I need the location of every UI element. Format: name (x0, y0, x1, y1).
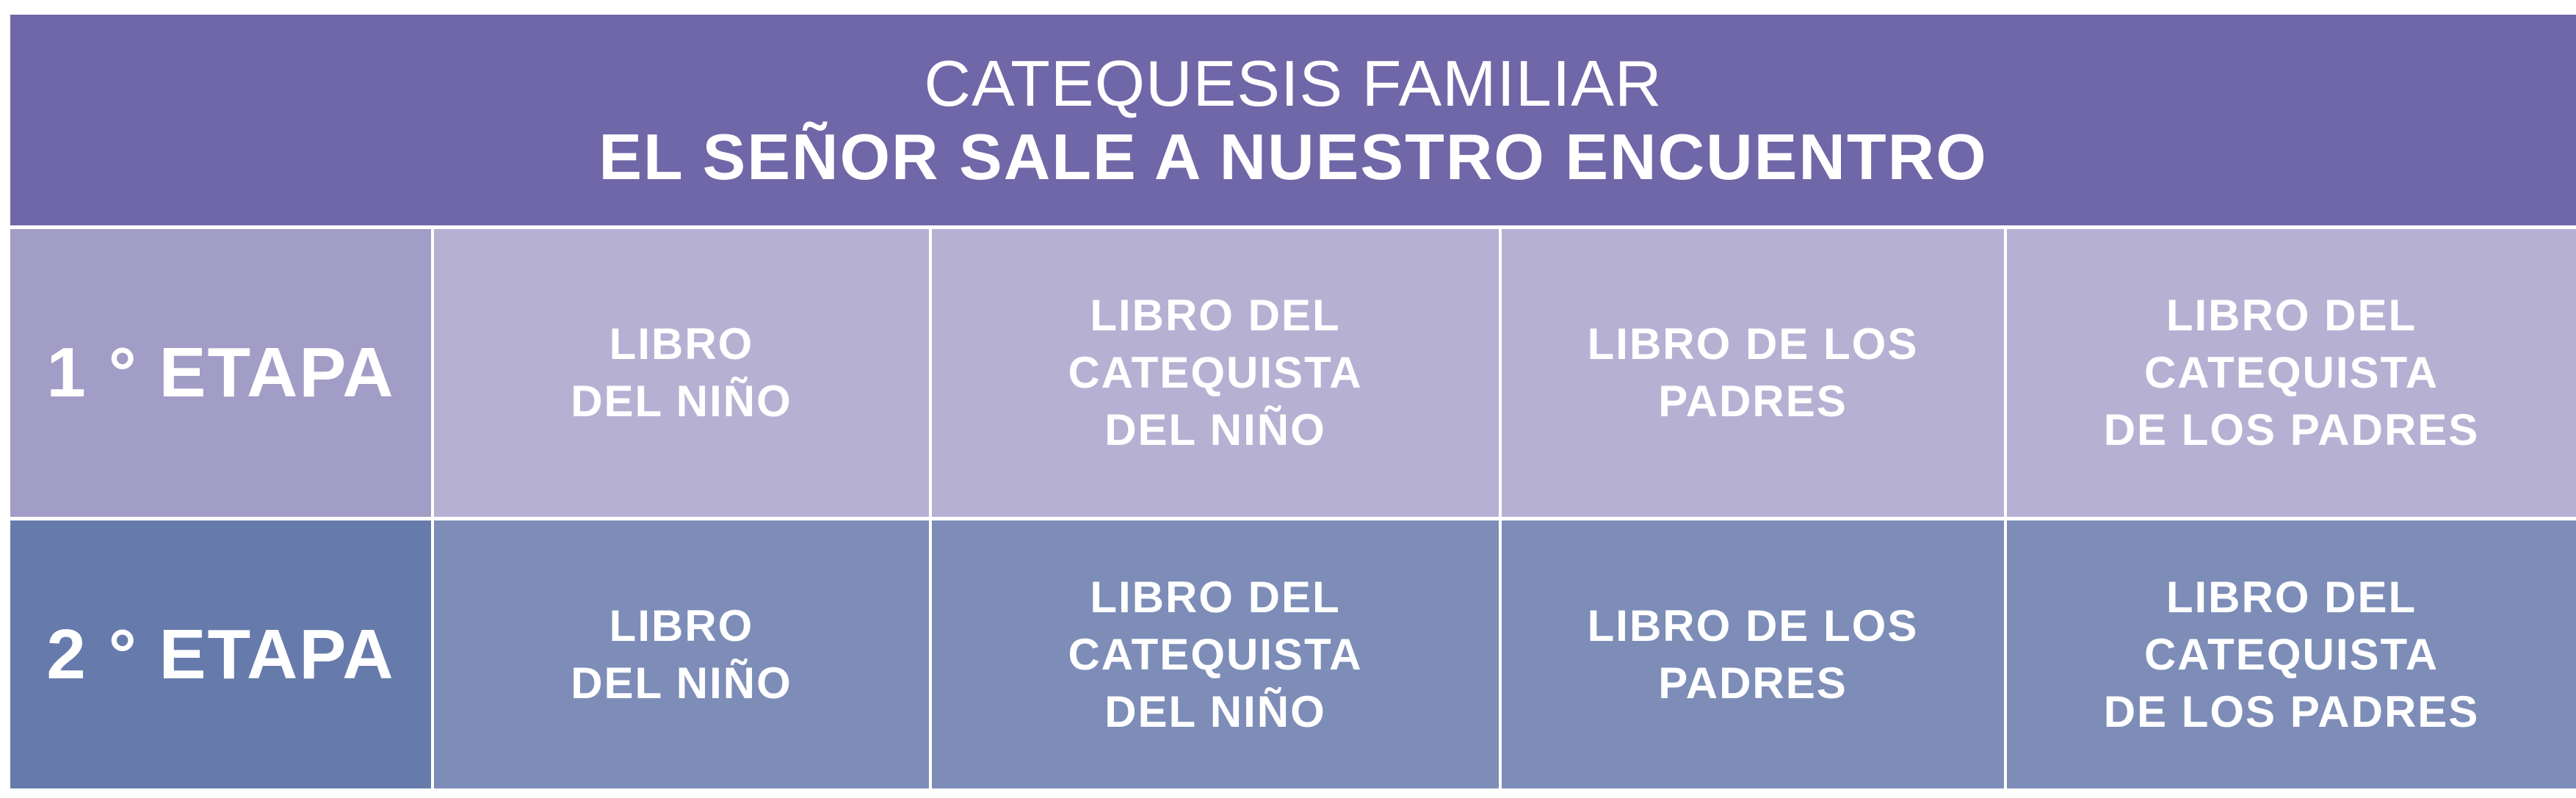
book-title-line: LIBRO DEL (1090, 291, 1341, 340)
book-cell: LIBRO DE LOS PADRES (1502, 229, 2004, 517)
book-title-line: DEL NIÑO (1104, 405, 1326, 454)
book-title-line: LIBRO (609, 319, 754, 369)
header-subtitle: CATEQUESIS FAMILIAR (924, 46, 1663, 120)
book-title-line: DE LOS PADRES (2103, 686, 2480, 736)
stage-label: 2 ° ETAPA (10, 520, 431, 788)
stage-label: 1 ° ETAPA (10, 229, 431, 517)
book-cell: LIBRO DEL CATEQUISTA DE LOS PADRES (2007, 229, 2576, 517)
book-title-line: LIBRO DEL (2166, 572, 2417, 622)
book-cell: LIBRO DE LOS PADRES (1502, 520, 2004, 788)
header-banner: CATEQUESIS FAMILIAR EL SEÑOR SALE A NUES… (10, 15, 2576, 225)
book-title-line: PADRES (1658, 658, 1848, 708)
book-title-line: DEL NIÑO (1104, 686, 1326, 736)
header-title: EL SEÑOR SALE A NUESTRO ENCUENTRO (598, 120, 1988, 193)
book-cell: LIBRO DEL CATEQUISTA DE LOS PADRES (2007, 520, 2576, 788)
book-cell: LIBRO DEL NIÑO (434, 229, 929, 517)
book-title-line: LIBRO (609, 601, 754, 650)
book-title-line: LIBRO DE LOS (1587, 601, 1919, 650)
book-title-line: LIBRO DEL (2166, 291, 2417, 340)
book-cell: LIBRO DEL NIÑO (434, 520, 929, 788)
book-title-line: DE LOS PADRES (2103, 405, 2480, 454)
book-title-line: DEL NIÑO (571, 658, 792, 708)
book-title-line: DEL NIÑO (571, 377, 792, 426)
book-cell: LIBRO DEL CATEQUISTA DEL NIÑO (932, 520, 1499, 788)
book-title-line: CATEQUISTA (2143, 348, 2439, 397)
book-title-line: CATEQUISTA (1068, 629, 1363, 679)
book-title-line: LIBRO DEL (1090, 572, 1341, 622)
book-title-line: CATEQUISTA (1068, 348, 1363, 397)
book-title-line: CATEQUISTA (2143, 629, 2439, 679)
book-cell: LIBRO DEL CATEQUISTA DEL NIÑO (932, 229, 1499, 517)
book-title-line: PADRES (1658, 377, 1848, 426)
book-title-line: LIBRO DE LOS (1587, 319, 1919, 369)
